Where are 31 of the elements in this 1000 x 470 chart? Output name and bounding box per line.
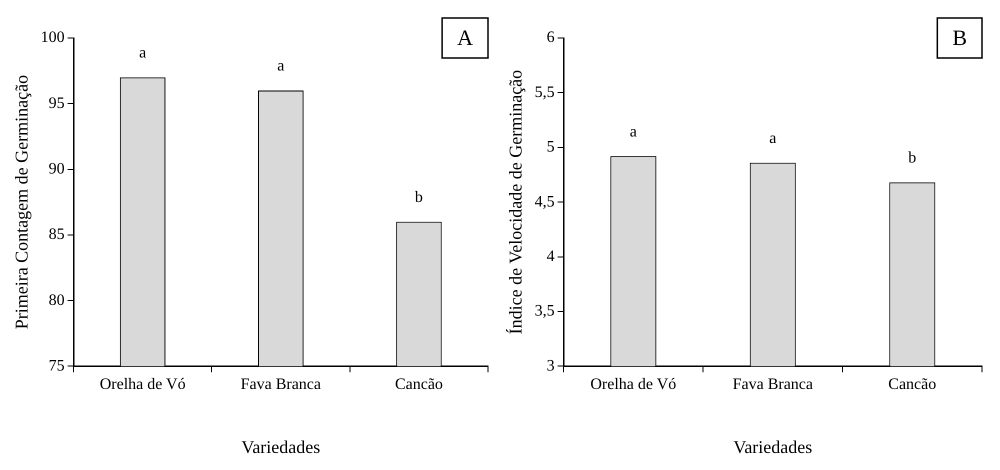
x-axis-title: Variedades	[241, 436, 320, 457]
y-tick-label: 3	[546, 357, 555, 374]
x-axis-title: Variedades	[733, 436, 812, 457]
y-axis-title: Índice de Velocidade de Germinação	[506, 70, 526, 334]
x-tick-label: Fava Branca	[240, 376, 322, 394]
y-tick-label: 5,5	[534, 84, 555, 101]
x-tick-label: Orelha de Vó	[590, 376, 676, 394]
y-tick-label: 95	[48, 94, 65, 112]
y-tick-label: 3,5	[534, 302, 555, 320]
annotation: B	[952, 24, 968, 50]
x-tick-label: Fava Branca	[732, 376, 814, 394]
y-tick-label: 4,5	[534, 193, 555, 210]
x-tick-label: Cancão	[394, 376, 443, 394]
annotation: A	[457, 24, 474, 50]
x-tick-label: Cancão	[888, 376, 936, 394]
annotation: b	[908, 150, 916, 167]
y-tick-label: 5	[546, 138, 555, 156]
y-axis-title: Primeira Contagem de Germinação	[12, 74, 32, 330]
y-tick-label: 80	[48, 292, 65, 309]
y-tick-label: 6	[546, 29, 555, 46]
annotation: a	[277, 58, 284, 75]
y-tick-label: 85	[48, 226, 65, 244]
annotation: a	[630, 123, 637, 140]
annotation: a	[769, 130, 776, 147]
annotation: a	[139, 44, 146, 62]
annotation: b	[414, 188, 423, 206]
y-tick-label: 100	[40, 29, 65, 46]
y-tick-label: 4	[546, 248, 555, 266]
x-tick-label: Orelha de Vó	[100, 376, 186, 394]
y-tick-label: 90	[48, 160, 65, 178]
y-tick-label: 75	[48, 357, 65, 374]
